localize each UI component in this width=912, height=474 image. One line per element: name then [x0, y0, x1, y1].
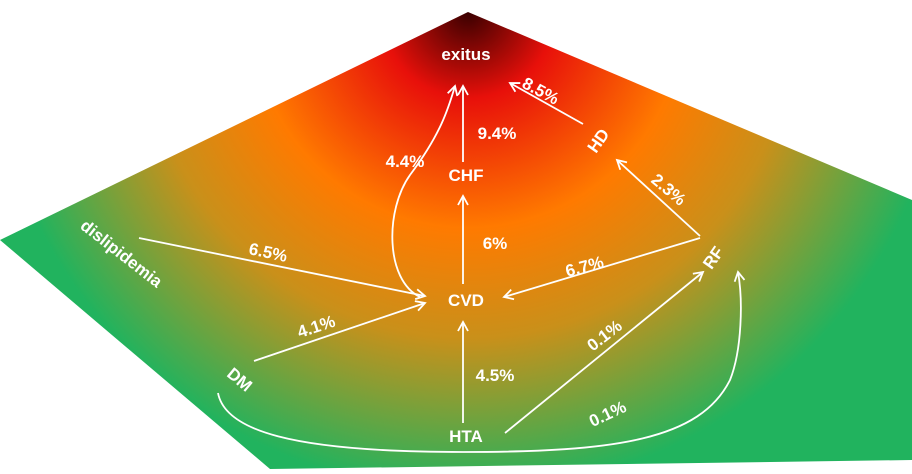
edge-label-cvd-chf: 6% — [483, 234, 508, 253]
arrow-dm-to-cvd — [253, 300, 427, 362]
node-cvd: CVD — [448, 291, 484, 310]
arrow-rf-to-cvd — [502, 237, 701, 301]
arrow-hta-to-rf — [504, 270, 705, 434]
edge-label-hta-cvd: 4.5% — [476, 366, 515, 385]
node-exitus: exitus — [441, 45, 490, 64]
arrow-dislipidemia-to-cvd — [138, 237, 427, 300]
node-chf: CHF — [449, 166, 484, 185]
arrow-hd-to-exitus — [508, 82, 584, 125]
edge-label-chf-exitus: 9.4% — [478, 124, 517, 143]
arrow-cvd-to-exitus — [391, 84, 459, 298]
edge-label-cvd-exitus: 4.4% — [386, 152, 425, 171]
node-hta: HTA — [449, 427, 483, 446]
arrow-dm-to-rf — [217, 270, 746, 453]
arrow-rf-to-hd — [615, 158, 701, 237]
diagram-background — [0, 12, 912, 469]
